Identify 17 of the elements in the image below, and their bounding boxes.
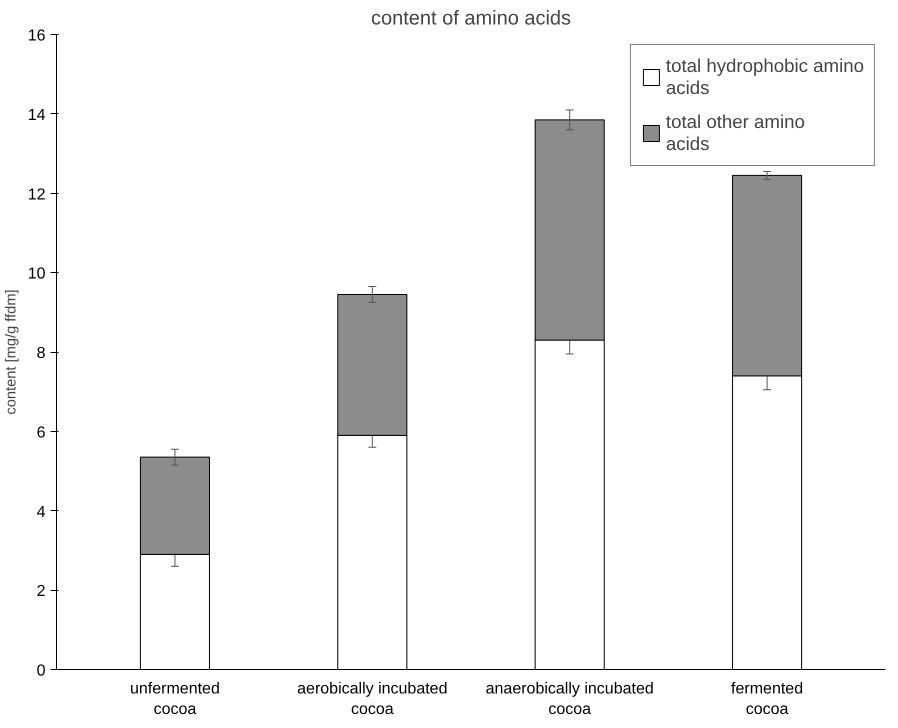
y-tick-label: 16 <box>28 28 46 44</box>
legend-label: total hydrophobic amino acids <box>666 55 864 99</box>
y-tick-label: 10 <box>28 266 46 283</box>
legend-label: total other amino acids <box>666 111 805 155</box>
x-tick-label: aerobically incubated cocoa <box>297 680 448 718</box>
x-tick-label: anaerobically incubated cocoa <box>486 680 654 718</box>
y-tick-label: 8 <box>36 345 46 362</box>
y-tick-label: 4 <box>36 504 46 521</box>
chart-title: content of amino acids <box>370 8 572 30</box>
y-tick-label: 14 <box>28 106 46 124</box>
y-tick-label: 12 <box>28 186 46 204</box>
y-tick-label: 6 <box>36 424 46 442</box>
x-tick-label: unfermented cocoa <box>130 680 220 718</box>
y-tick-label: 0 <box>36 662 46 680</box>
y-axis-title: content [mg/g ffdm] <box>4 289 20 415</box>
y-tick-label: 2 <box>36 583 46 600</box>
x-tick-label: fermented cocoa <box>731 680 804 718</box>
